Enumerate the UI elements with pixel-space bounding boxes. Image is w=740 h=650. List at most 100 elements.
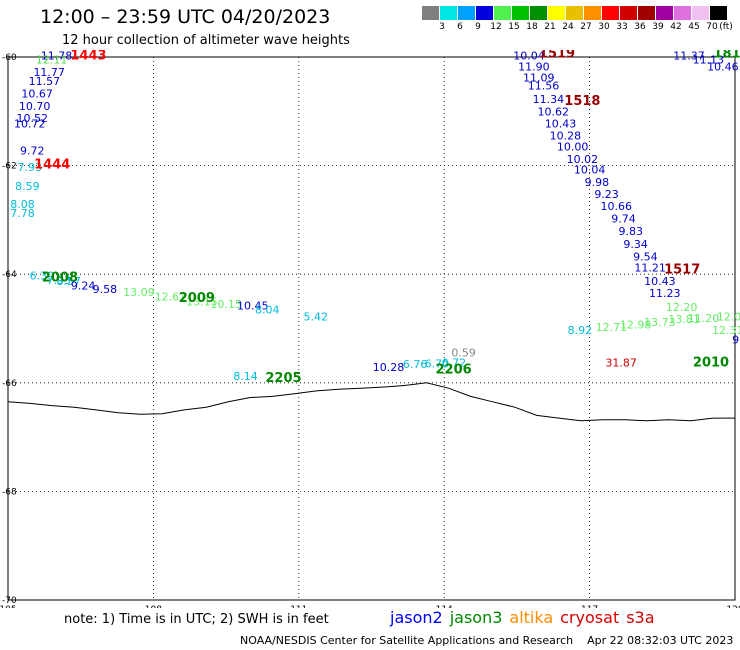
wave-height-value: 8.08 (10, 198, 35, 211)
wave-height-value: 12.20 (666, 301, 698, 314)
legend-swatch (440, 6, 457, 20)
wave-height-value: 9.34 (623, 238, 648, 251)
wave-height-value: 11.34 (533, 93, 565, 106)
wave-height-value: 10.02 (567, 153, 599, 166)
wave-height-value: 8.92 (568, 324, 593, 337)
legend-swatch (674, 6, 691, 20)
wave-height-value: 9. (732, 334, 740, 347)
legend-swatch (530, 6, 547, 20)
wave-height-value: 9.54 (633, 251, 658, 264)
wave-height-value: 12.71 (596, 321, 628, 334)
mission-altika: altika (509, 608, 554, 627)
legend-swatch (494, 6, 511, 20)
wave-height-value: 8.57 (56, 275, 81, 288)
wave-height-value: 9.98 (585, 176, 610, 189)
lon-tick-label: 105 (0, 605, 17, 608)
map-subtitle: 12 hour collection of altimeter wave hei… (62, 33, 350, 48)
timestamp: Apr 22 08:32:03 UTC 2023 (587, 634, 734, 647)
wave-height-value: 6.70 (425, 358, 450, 371)
legend-unit: (ft) (719, 22, 733, 32)
mission-cryosat: cryosat (560, 608, 620, 627)
footnote: note: 1) Time is in UTC; 2) SWH is in fe… (64, 612, 329, 627)
wave-height-value: 11.09 (523, 71, 555, 84)
legend-swatch (584, 6, 601, 20)
legend-swatch (656, 6, 673, 20)
wave-height-value: 6.76 (403, 358, 428, 371)
lon-tick-label: 120 (726, 605, 740, 608)
mission-s3a: s3a (626, 608, 655, 627)
wave-height-value: 10.45 (237, 299, 269, 312)
wave-height-value: 13.73 (644, 316, 676, 329)
legend-label: 27 (580, 22, 592, 32)
pass-time-label: 1443 (70, 50, 106, 64)
wave-height-value: 9.83 (619, 225, 644, 238)
wave-height-value: 7.93 (47, 274, 72, 287)
wave-height-value: 10.46 (707, 61, 739, 74)
wave-height-value: 10.43 (545, 118, 577, 131)
wave-height-value: 9.23 (594, 188, 619, 201)
wave-height-value: 10.66 (601, 200, 633, 213)
mission-jason3: jason3 (449, 608, 503, 627)
pass-time-label: 1518 (564, 94, 600, 109)
wave-height-map: 105 108 111 114 117 120 -60 -62 -64 -66 -68 -70 11.7… (0, 50, 740, 608)
mission-jason2: jason2 (390, 608, 443, 627)
wave-height-value: 11.20 (688, 312, 720, 325)
wave-height-value: 10.00 (557, 140, 589, 153)
wave-height-value: 6.72 (442, 357, 467, 370)
legend-label: 70 (706, 22, 718, 32)
wave-height-value: 0.59 (451, 347, 476, 360)
wave-height-value: 10.43 (644, 275, 676, 288)
wave-height-value: 7.93 (18, 161, 43, 174)
wave-height-value: 13.81 (668, 313, 700, 326)
legend-swatch (548, 6, 565, 20)
wave-height-value: 9.74 (611, 213, 636, 226)
lat-tick-label: -62 (2, 162, 17, 172)
legend-swatch (602, 6, 619, 20)
wave-height-value: 11.37 (673, 50, 705, 63)
legend-label: 3 (439, 22, 445, 32)
wave-height-value: 6.30 (30, 270, 55, 283)
wave-height-value: 10.62 (538, 106, 570, 119)
legend-swatch (710, 6, 727, 20)
wave-height-value: 9.58 (93, 283, 118, 296)
mission-legend: jason2 jason3 altika cryosat s3a (390, 608, 662, 627)
pass-time-label: 2010 (693, 356, 729, 371)
wave-height-value: 8.04 (255, 303, 280, 316)
pass-time-label: 2205 (265, 371, 301, 386)
legend-label: 12 (490, 22, 502, 32)
wave-height-value: 9.24 (71, 279, 96, 292)
lat-tick-label: -60 (2, 53, 17, 63)
wave-height-value: 10.67 (21, 88, 53, 101)
wave-height-value: 11.13 (693, 54, 725, 67)
wave-height-value: 12.61 (155, 290, 187, 303)
legend-swatch (566, 6, 583, 20)
wave-height-value: 10.52 (16, 112, 48, 125)
credit-text: NOAA/NESDIS Center for Satellite Applica… (240, 634, 574, 647)
wave-height-value: 13.09 (123, 286, 155, 299)
wave-height-value: 11.77 (33, 66, 65, 79)
lat-tick-label: -68 (2, 487, 17, 497)
lat-tick-label: -66 (2, 379, 17, 389)
lon-tick-label: 111 (290, 605, 307, 608)
wave-height-value: 10.04 (574, 164, 606, 177)
wave-height-value: 9.72 (20, 145, 45, 158)
wave-height-value: 13.15 (186, 296, 218, 309)
pass-time-label: 1519 (539, 50, 575, 62)
legend-label: 18 (526, 22, 538, 32)
legend-label: 42 (670, 22, 682, 32)
wave-height-value: 11.78 (41, 50, 73, 63)
legend-swatch (476, 6, 493, 20)
legend-swatch (692, 6, 709, 20)
wave-height-value: 5.42 (304, 310, 329, 323)
lat-tick-label: -70 (2, 596, 17, 606)
pass-time-label: 2008 (42, 271, 78, 286)
wave-height-value: 10.28 (550, 130, 582, 143)
wave-height-value: 11.90 (518, 61, 550, 74)
pass-time-label: 2009 (179, 291, 215, 306)
legend-label: 24 (562, 22, 574, 32)
legend-swatch (422, 6, 439, 20)
legend-label: 15 (508, 22, 520, 32)
map-frame (7, 56, 736, 601)
wave-height-value: 31.87 (605, 357, 637, 370)
wave-height-value: 10.15 (210, 298, 242, 311)
